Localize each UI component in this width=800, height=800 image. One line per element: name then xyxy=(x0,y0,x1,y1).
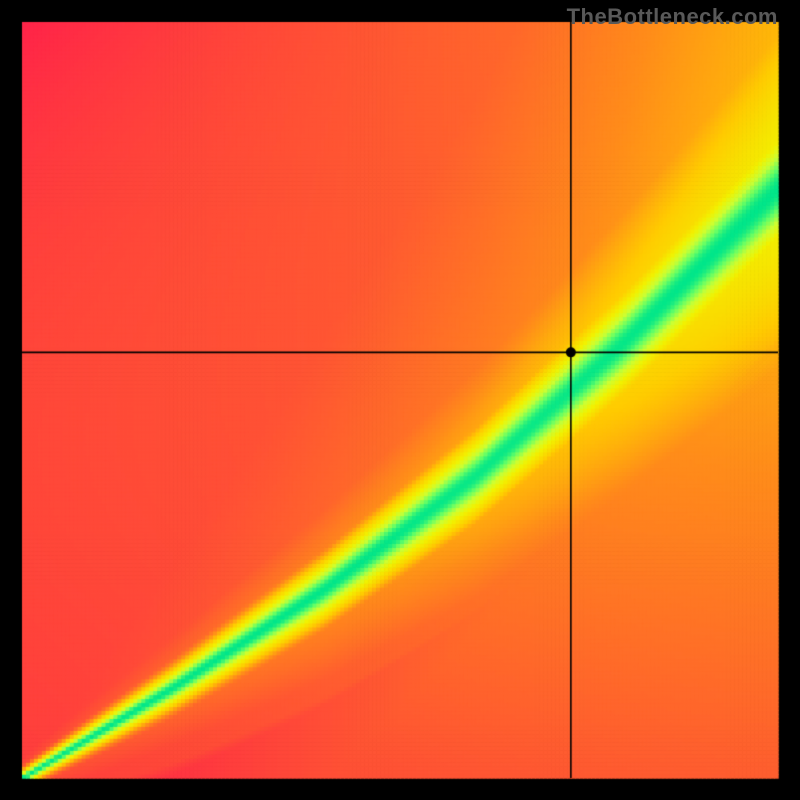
chart-container: TheBottleneck.com xyxy=(0,0,800,800)
bottleneck-heatmap-canvas xyxy=(0,0,800,800)
watermark-text: TheBottleneck.com xyxy=(567,4,778,30)
